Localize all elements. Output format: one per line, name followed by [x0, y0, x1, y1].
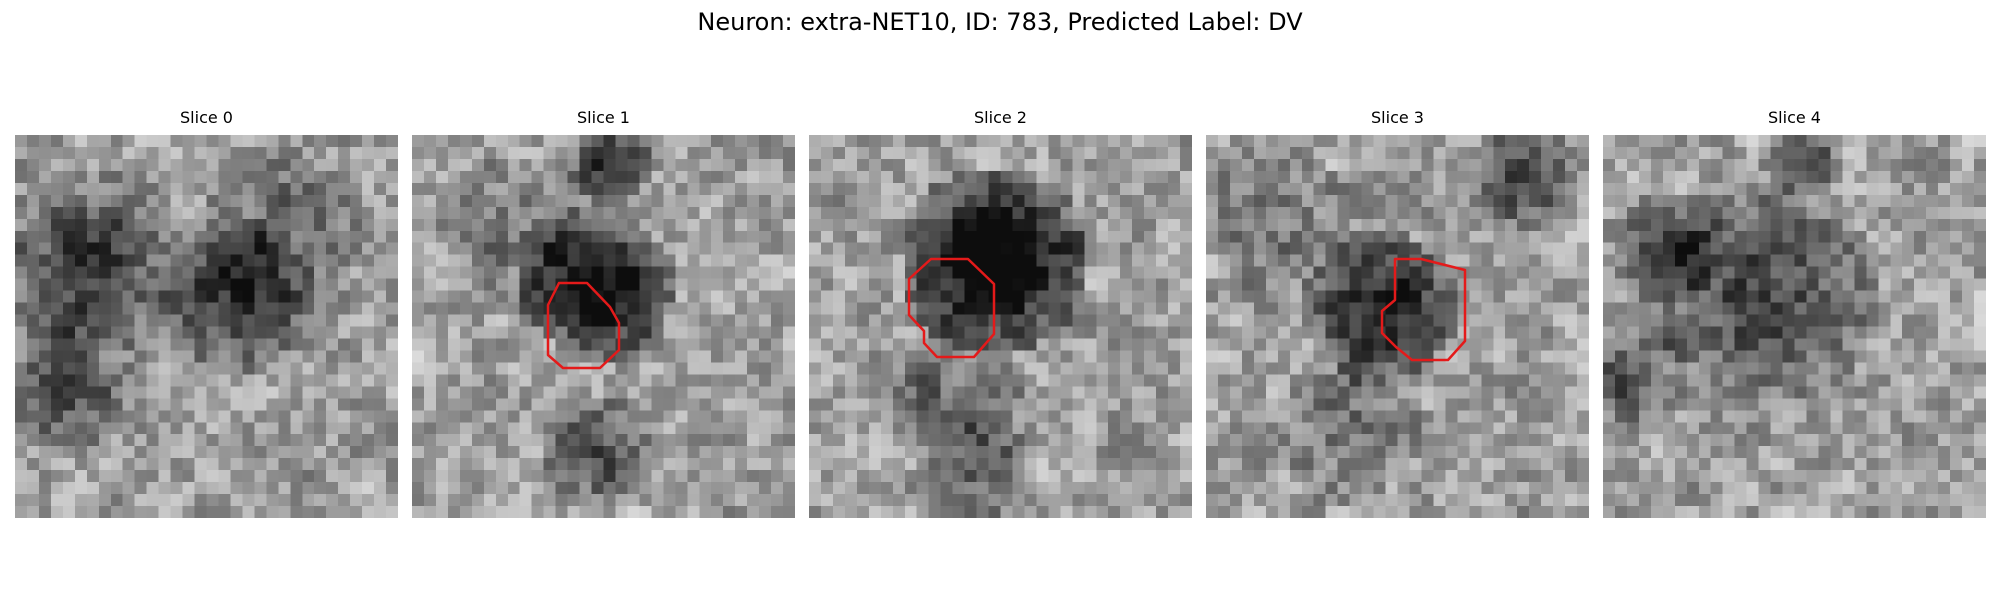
figure-title: Neuron: extra-NET10, ID: 783, Predicted …: [697, 8, 1303, 36]
slice-title-2: Slice 2: [974, 108, 1027, 127]
slice-title-3: Slice 3: [1371, 108, 1424, 127]
roi-outline-1: [546, 281, 621, 370]
slice-image-4: [1603, 135, 1986, 518]
slice-panel-1: Slice 1: [412, 108, 795, 518]
slice-image-1: [412, 135, 795, 518]
slice-image-3: [1206, 135, 1589, 518]
slice-panel-2: Slice 2: [809, 108, 1192, 518]
roi-outline-2: [907, 257, 996, 359]
slice-image-2: [809, 135, 1192, 518]
slice-title-4: Slice 4: [1768, 108, 1821, 127]
slice-title-1: Slice 1: [577, 108, 630, 127]
roi-outline-3: [1380, 257, 1467, 362]
slice-image-0: [15, 135, 398, 518]
slice-panel-4: Slice 4: [1603, 108, 1986, 518]
slice-title-0: Slice 0: [180, 108, 233, 127]
slice-panel-0: Slice 0: [15, 108, 398, 518]
slice-panel-3: Slice 3: [1206, 108, 1589, 518]
